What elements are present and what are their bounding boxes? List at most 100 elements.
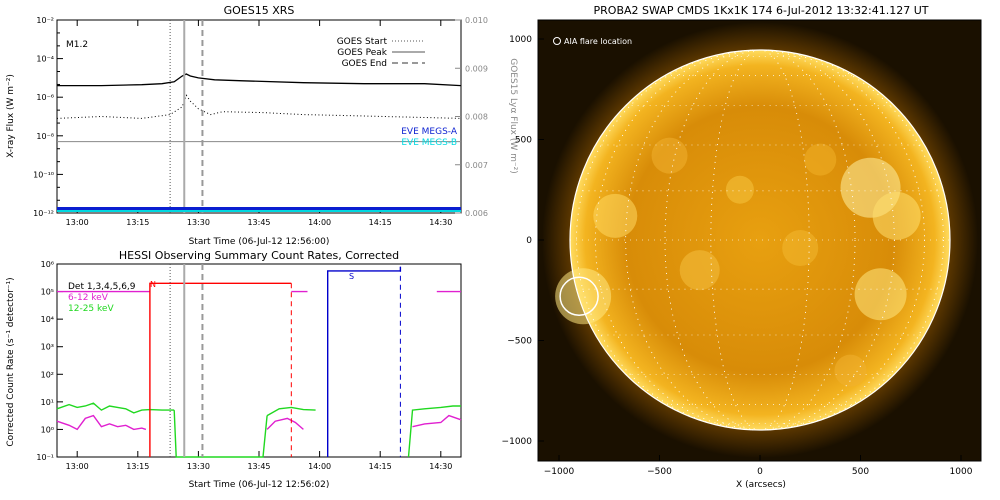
hessi-panel: HESSI Observing Summary Count Rates, Cor… bbox=[6, 249, 462, 490]
goes-y-axis: 10⁻² 10⁻⁴ 10⁻⁶ 10⁻⁸ 10⁻¹⁰ 10⁻¹² bbox=[33, 16, 63, 218]
legend-goes-end: GOES End bbox=[342, 59, 387, 69]
goes-series-group bbox=[56, 73, 462, 143]
active-region-7 bbox=[804, 143, 837, 176]
hessi-xlabel: Start Time (06-Jul-12 12:56:02) bbox=[189, 480, 330, 490]
goes-series-line-1 bbox=[56, 94, 462, 119]
hessi-series-1-segment-2 bbox=[266, 406, 316, 417]
hessi-legend: Det 1,3,4,5,6,9 6-12 keV 12-25 keV bbox=[68, 282, 136, 314]
hessi-series-0-segment-3 bbox=[56, 414, 147, 431]
goes-x-tick-label: 14:30 bbox=[429, 218, 452, 227]
active-region-5 bbox=[679, 250, 720, 291]
flare-legend-symbol bbox=[553, 37, 561, 45]
goes-y2-axis: 0.010 0.009 0.008 0.007 0.006 bbox=[455, 16, 488, 218]
active-region-3 bbox=[872, 191, 921, 240]
hessi-y-tick-label: 10⁴ bbox=[41, 315, 54, 324]
hessi-x-tick-label: 14:30 bbox=[429, 462, 452, 471]
flare-location-circle bbox=[559, 276, 599, 317]
hessi-series-1-segment-1 bbox=[173, 410, 268, 458]
hessi-series-0-segment-4 bbox=[266, 417, 304, 430]
hessi-y-tick-label: 10³ bbox=[41, 343, 54, 352]
swap-y-tick-label: 1000 bbox=[509, 35, 532, 45]
legend-megs-a: EVE MEGS-A bbox=[401, 127, 458, 137]
goes-x-tick-label: 13:00 bbox=[66, 218, 89, 227]
hessi-y-tick-label: 10⁶ bbox=[41, 260, 54, 269]
hessi-event-lines bbox=[169, 264, 401, 457]
hessi-y-tick-label: 10⁰ bbox=[41, 425, 54, 434]
goes-panel: GOES15 XRS 10⁻² 10⁻⁴ 10⁻⁶ 10⁻⁸ 10⁻¹⁰ 10⁻¹² 0.… bbox=[6, 4, 518, 247]
goes-y-tick-label: 10⁻¹² bbox=[33, 209, 54, 218]
hessi-ylabel: Corrected Count Rate (s⁻¹ detector⁻¹) bbox=[6, 277, 16, 446]
active-region-9 bbox=[725, 175, 754, 204]
swap-y-tick-label: 500 bbox=[515, 136, 532, 146]
legend-megs-b: EVE MEGS-B bbox=[401, 138, 457, 148]
goes-legend: GOES Start GOES Peak GOES End EVE MEGS-A… bbox=[337, 37, 458, 148]
legend-goes-start: GOES Start bbox=[337, 37, 388, 47]
goes-series-line-0 bbox=[57, 73, 462, 87]
goes-event-lines bbox=[169, 20, 204, 213]
hessi-y-tick-label: 10⁻¹ bbox=[36, 453, 54, 462]
swap-y-tick-label: −500 bbox=[507, 337, 532, 347]
hessi-x-tick-label: 14:00 bbox=[308, 462, 331, 471]
hessi-x-tick-label: 13:45 bbox=[247, 462, 270, 471]
goes-y2-tick-label: 0.007 bbox=[465, 161, 488, 170]
hessi-x-axis: 13:00 13:15 13:30 13:45 14:00 14:15 14:30 bbox=[66, 451, 452, 471]
hessi-x-tick-label: 13:00 bbox=[66, 462, 89, 471]
swap-y-tick-label: −1000 bbox=[502, 437, 533, 447]
goes-y-tick-label: 10⁻⁴ bbox=[36, 55, 54, 64]
hessi-y-tick-label: 10⁵ bbox=[41, 288, 54, 297]
swap-x-tick-label: −500 bbox=[647, 467, 672, 477]
goes-annotation: M1.2 bbox=[66, 40, 88, 50]
goes-y2-tick-label: 0.009 bbox=[465, 64, 488, 73]
goes-x-tick-label: 13:30 bbox=[187, 218, 210, 227]
goes-x-tick-label: 14:00 bbox=[308, 218, 331, 227]
goes-xlabel: Start Time (06-Jul-12 12:56:00) bbox=[189, 237, 330, 247]
swap-x-tick-label: 0 bbox=[757, 467, 763, 477]
swap-panel: PROBA2 SWAP CMDS 1Kx1K 174 6-Jul-2012 13… bbox=[502, 4, 982, 490]
longitude-line bbox=[625, 49, 895, 431]
swap-legend: AIA flare location bbox=[553, 37, 632, 46]
goes-y-tick-label: 10⁻⁸ bbox=[36, 132, 54, 141]
legend-hessi-12-25: 12-25 keV bbox=[68, 304, 114, 314]
active-region-4 bbox=[854, 268, 907, 321]
goes-y2-tick-label: 0.010 bbox=[465, 16, 488, 25]
hessi-x-tick-label: 13:15 bbox=[126, 462, 149, 471]
active-region-6 bbox=[782, 230, 819, 267]
hessi-series-1-segment-3 bbox=[407, 405, 461, 458]
hessi-series-0-segment-5 bbox=[412, 414, 462, 428]
goes-x-tick-label: 14:15 bbox=[369, 218, 392, 227]
active-region-8 bbox=[651, 137, 688, 174]
goes-y2label: GOES15 Lyα Flux (W m⁻²) bbox=[508, 58, 518, 174]
legend-hessi-6-12: 6-12 keV bbox=[68, 293, 109, 303]
goes-y-tick-label: 10⁻² bbox=[36, 16, 54, 25]
eve-megs-a-band bbox=[57, 207, 461, 210]
solar-disk bbox=[570, 50, 950, 430]
hessi-x-tick-label: 13:30 bbox=[187, 462, 210, 471]
goes-y-tick-label: 10⁻¹⁰ bbox=[33, 170, 54, 179]
hessi-y-tick-label: 10² bbox=[41, 370, 54, 379]
swap-x-axis: −1000 −500 0 500 1000 bbox=[544, 455, 973, 477]
hessi-title: HESSI Observing Summary Count Rates, Cor… bbox=[119, 249, 399, 262]
hessi-x-tick-label: 14:15 bbox=[369, 462, 392, 471]
swap-x-tick-label: 500 bbox=[852, 467, 869, 477]
longitude-line bbox=[664, 49, 856, 431]
swap-x-tick-label: −1000 bbox=[544, 467, 575, 477]
goes-y2-tick-label: 0.006 bbox=[465, 209, 488, 218]
goes-ylabel: X-ray Flux (W m⁻²) bbox=[6, 74, 16, 158]
legend-goes-peak: GOES Peak bbox=[337, 48, 387, 58]
active-region-1 bbox=[593, 193, 638, 238]
goes-x-tick-label: 13:15 bbox=[126, 218, 149, 227]
goes-x-axis: 13:00 13:15 13:30 13:45 14:00 14:15 14:30 bbox=[66, 20, 452, 227]
solar-limb bbox=[569, 49, 951, 431]
hessi-series-1-segment-0 bbox=[56, 402, 175, 414]
active-region-10 bbox=[834, 354, 867, 387]
swap-y-tick-label: 0 bbox=[526, 236, 532, 246]
hessi-attenuator-line-3 bbox=[327, 266, 402, 457]
hessi-y-tick-label: 10¹ bbox=[41, 398, 54, 407]
hessi-marker-n: N bbox=[150, 280, 156, 289]
flare-legend-label: AIA flare location bbox=[564, 37, 632, 46]
goes-x-tick-label: 13:45 bbox=[247, 218, 270, 227]
eve-megs-b-band bbox=[57, 210, 461, 212]
goes-title: GOES15 XRS bbox=[224, 4, 295, 17]
goes-y2-tick-label: 0.008 bbox=[465, 113, 488, 122]
